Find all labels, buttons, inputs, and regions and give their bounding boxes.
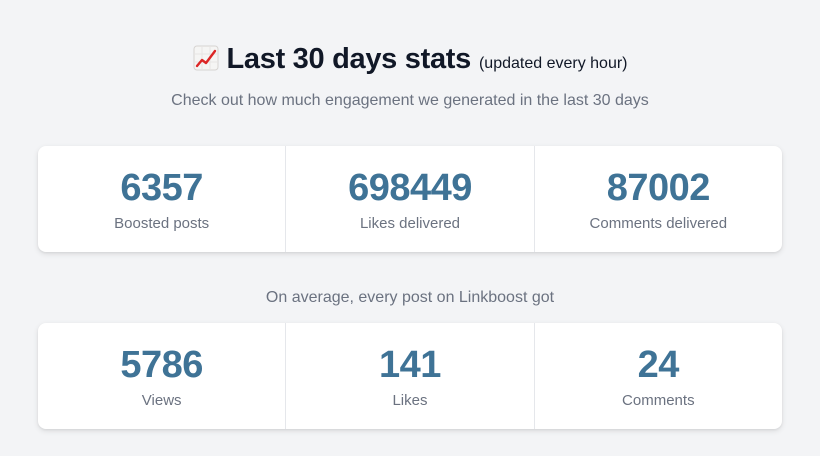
stat-label: Comments (622, 391, 695, 409)
stat-label: Likes delivered (359, 214, 461, 232)
stat-value: 87002 (606, 166, 711, 209)
stat-label: Views (141, 391, 182, 409)
stat-value: 5786 (120, 343, 203, 386)
stat-avg-views: 5786 Views (38, 323, 287, 429)
stat-value: 141 (379, 343, 441, 386)
stat-value: 698449 (348, 166, 472, 209)
stats-header: Last 30 days stats (updated every hour) (0, 42, 820, 76)
stat-label: Boosted posts (114, 214, 210, 232)
stat-avg-comments: 24 Comments (535, 323, 782, 429)
stat-likes-delivered: 698449 Likes delivered (286, 146, 535, 252)
stat-label: Comments delivered (589, 214, 728, 232)
totals-stats-card: 6357 Boosted posts 698449 Likes delivere… (38, 146, 782, 252)
average-stats-card: 5786 Views 141 Likes 24 Comments (38, 323, 782, 429)
title-row: Last 30 days stats (updated every hour) (193, 42, 628, 76)
stat-value: 24 (637, 343, 680, 386)
stat-boosted-posts: 6357 Boosted posts (38, 146, 287, 252)
average-caption: On average, every post on Linkboost got (265, 289, 555, 306)
stat-avg-likes: 141 Likes (286, 323, 535, 429)
stat-value: 6357 (120, 166, 203, 209)
update-frequency-note: (updated every hour) (478, 55, 628, 72)
stat-label: Likes (392, 391, 428, 409)
page-title: Last 30 days stats (226, 43, 472, 75)
page-subtitle: Check out how much engagement we generat… (171, 92, 649, 109)
chart-increasing-icon (193, 45, 219, 71)
stat-comments-delivered: 87002 Comments delivered (535, 146, 782, 252)
